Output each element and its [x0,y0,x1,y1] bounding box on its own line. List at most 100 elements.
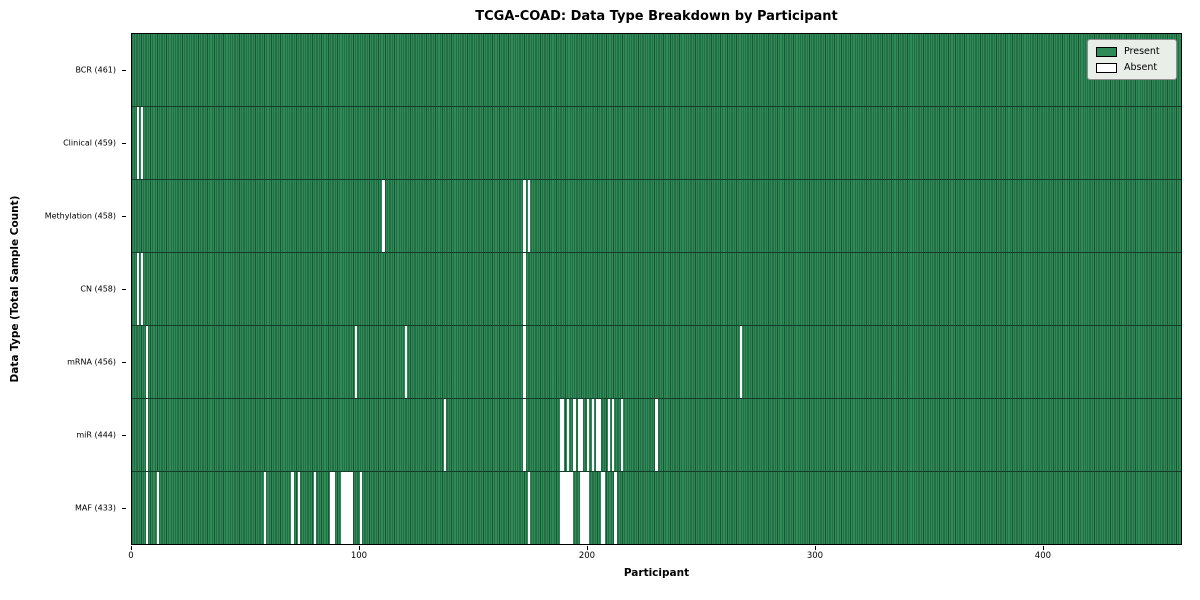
absent-stripe [559,399,563,471]
x-tick-mark [586,546,588,550]
absent-stripe [523,253,526,325]
x-tick-label: 0 [128,551,134,561]
absent-stripe [587,472,590,544]
absent-stripe [621,399,624,471]
absent-stripe [562,472,565,544]
absent-stripe [314,472,317,544]
absent-stripe [587,399,590,471]
y-tick-mark [122,362,126,364]
absent-stripe [603,472,606,544]
absent-stripe [562,399,565,471]
absent-stripe [580,472,583,544]
absent-stripe [607,399,610,471]
heatmap-plot [131,33,1182,545]
y-tick-mark [122,508,126,510]
absent-stripe [584,472,588,544]
absent-stripe [591,399,594,471]
absent-stripe [141,253,144,325]
x-axis-ticks [131,545,1182,550]
absent-stripe [614,472,617,544]
heatmap-row-mRNA [132,326,1181,399]
absent-stripe [291,472,294,544]
absent-stripe [343,472,346,544]
absent-stripe [573,399,576,471]
x-tick-label: 200 [578,551,596,561]
y-tick-label-BCR: BCR (461) [75,65,116,75]
x-tick-mark [1042,546,1044,550]
absent-stripe [136,253,139,325]
absent-stripe [348,472,351,544]
absent-stripe [145,399,148,471]
chart-title: TCGA-COAD: Data Type Breakdown by Partic… [475,9,838,24]
legend-entry-absent: Absent [1096,62,1168,73]
y-tick-label-miR: miR (444) [76,430,116,440]
heatmap-row-CN [132,253,1181,326]
absent-stripe [405,326,408,398]
absent-stripe [359,472,362,544]
x-tick-mark [131,546,132,550]
legend: Present Absent [1087,39,1177,80]
y-tick-mark [122,289,126,290]
absent-stripe [329,472,333,544]
y-tick-label-MAF: MAF (433) [74,503,116,513]
absent-stripe [559,472,563,544]
absent-stripe [354,326,358,398]
legend-entry-present: Present [1096,46,1168,57]
absent-stripe [523,326,526,398]
absent-stripe [580,399,583,471]
y-tick-mark [122,142,126,144]
y-tick-label-CN: CN (458) [80,284,116,294]
absent-stripe [598,399,601,471]
absent-stripe [523,399,526,471]
absent-stripe [382,180,385,252]
x-axis-tick-labels: 0 100 200 300 400 [128,551,1182,563]
heatmap-row-miR [132,399,1181,472]
absent-stripe [136,107,139,179]
legend-swatch-present-icon [1096,46,1117,57]
absent-stripe [596,399,599,471]
x-tick-mark [814,546,816,550]
legend-swatch-absent-icon [1096,62,1117,73]
heatmap-row-MAF [132,472,1181,544]
absent-stripe [332,472,335,544]
y-tick-label-mRNA: mRNA (456) [67,357,116,367]
x-tick-mark [358,546,360,550]
absent-stripe [612,399,615,471]
absent-stripe [566,399,569,471]
absent-stripe [157,472,160,544]
heatmap-row-Clinical [132,107,1181,180]
absent-stripe [527,180,531,252]
absent-stripe [739,326,742,398]
y-axis-labels: BCR (461) Clinical (459) Methylation (458)… [0,33,126,545]
absent-stripe [571,472,574,544]
legend-label-present: Present [1124,46,1160,57]
x-axis-title: Participant [623,567,690,579]
y-tick-mark [122,215,126,217]
y-tick-label-Clinical: Clinical (459) [63,138,116,148]
absent-stripe [298,472,301,544]
y-tick-mark [122,435,126,437]
absent-stripe [577,399,581,471]
absent-stripe [564,472,567,544]
legend-label-absent: Absent [1124,62,1158,73]
absent-stripe [263,472,267,544]
heatmap-row-BCR [132,34,1181,107]
absent-stripe [350,472,353,544]
absent-stripe [145,326,148,398]
absent-stripe [600,472,604,544]
absent-stripe [568,472,572,544]
x-tick-label: 100 [350,551,368,561]
x-tick-label: 300 [806,551,824,561]
absent-stripe [523,180,526,252]
absent-stripe [141,107,144,179]
absent-stripe [443,399,446,471]
absent-stripe [566,472,569,544]
heatmap-row-Methylation [132,180,1181,253]
absent-stripe [527,472,531,544]
absent-stripe [345,472,349,544]
absent-stripe [341,472,344,544]
x-tick-label: 400 [1034,551,1052,561]
absent-stripe [582,472,585,544]
y-tick-label-Methylation: Methylation (458) [44,211,116,221]
